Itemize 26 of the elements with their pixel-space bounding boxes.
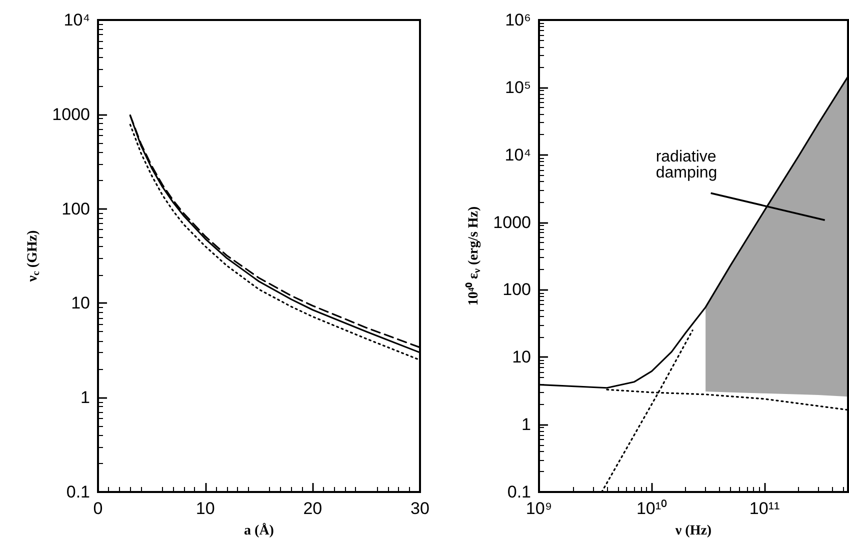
y-tick-label: 10⁵: [505, 78, 531, 97]
y-tick-label: 100: [502, 280, 531, 300]
x-tick-label: 20: [303, 499, 322, 518]
x-tick-label: 10¹⁰: [636, 499, 668, 518]
x-tick-label: 0: [93, 499, 103, 518]
y-tick-label: 10: [512, 348, 531, 367]
y-tick-label: 10: [71, 294, 90, 313]
y-tick-label: 1000: [493, 212, 531, 232]
x-tick-label: 10¹¹: [749, 499, 780, 518]
annotation: radiative damping: [656, 148, 721, 182]
y-tick-label: 1000: [52, 104, 90, 124]
x-axis-title: ν (Hz): [674, 524, 712, 538]
y-axis-title: νc (GHz): [25, 230, 42, 283]
x-axis-title: a (Å): [244, 522, 274, 538]
y-tick-label: 0.1: [66, 482, 90, 502]
x-tick-label: 10⁹: [526, 499, 552, 518]
y-tick-label: 1: [522, 415, 531, 434]
y-tick-label: 0.1: [507, 482, 531, 502]
y-tick-label: 10⁶: [505, 10, 531, 30]
x-tick-label: 30: [410, 499, 430, 518]
y-axis-title: 10⁴⁰ εν (erg/s Hz): [464, 206, 483, 306]
y-tick-label: 100: [62, 199, 90, 218]
y-tick-label: 10⁴: [504, 145, 531, 164]
y-tick-label: 1: [80, 388, 90, 408]
x-tick-label: 10: [196, 499, 215, 518]
y-tick-label: 10⁴: [64, 10, 90, 30]
